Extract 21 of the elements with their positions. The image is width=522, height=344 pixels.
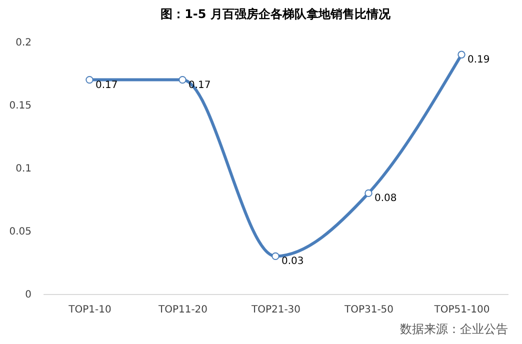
x-tick-label: TOP51-100 [433, 304, 490, 316]
point [178, 76, 186, 84]
x-tick-label: TOP1-10 [68, 304, 112, 316]
chart-title: 图：1-5 月百强房企各梯队拿地销售比情况 [160, 7, 392, 21]
source-note: 数据来源：企业公告 [400, 321, 508, 338]
point [458, 50, 466, 58]
point [272, 252, 280, 260]
point [364, 189, 372, 198]
y-tick-label: 0.1 [16, 164, 32, 174]
x-tick-label: TOP21-30 [250, 304, 301, 316]
y-tick-label: 0.15 [9, 100, 32, 112]
data-label: 0.19 [468, 54, 490, 66]
point [86, 76, 94, 84]
x-tick-label: TOP11-20 [157, 304, 208, 316]
data-label: 0.08 [374, 193, 397, 204]
data-label: 0.17 [96, 80, 118, 91]
y-tick-label: 0 [25, 290, 32, 300]
y-tick-label: 0.2 [16, 38, 32, 48]
x-tick-label: TOP31-50 [343, 304, 394, 316]
data-label: 0.03 [282, 256, 304, 268]
y-tick-label: 0.05 [9, 226, 32, 238]
